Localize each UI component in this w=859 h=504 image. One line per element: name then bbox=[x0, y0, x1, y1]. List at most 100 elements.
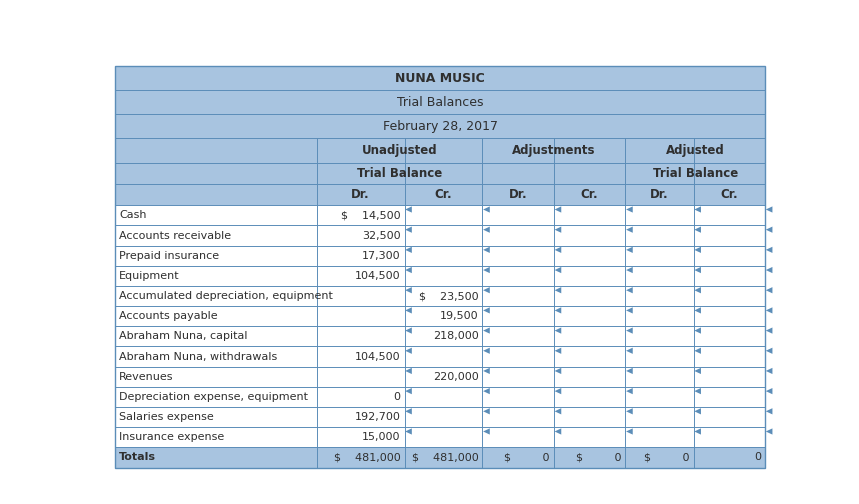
Text: Cr.: Cr. bbox=[721, 188, 738, 201]
Polygon shape bbox=[405, 408, 411, 414]
Text: Salaries expense: Salaries expense bbox=[119, 412, 214, 422]
Bar bbox=[115, 139, 765, 163]
Polygon shape bbox=[626, 207, 633, 213]
Text: Depreciation expense, equipment: Depreciation expense, equipment bbox=[119, 392, 308, 402]
Polygon shape bbox=[765, 247, 772, 253]
Text: 220,000: 220,000 bbox=[433, 372, 478, 382]
Text: Dr.: Dr. bbox=[650, 188, 669, 201]
Text: Dr.: Dr. bbox=[351, 188, 370, 201]
Text: Cr.: Cr. bbox=[581, 188, 599, 201]
Text: Adjustments: Adjustments bbox=[512, 144, 595, 157]
Text: Accumulated depreciation, equipment: Accumulated depreciation, equipment bbox=[119, 291, 333, 301]
Polygon shape bbox=[694, 207, 701, 213]
Polygon shape bbox=[626, 428, 633, 434]
Polygon shape bbox=[405, 287, 411, 293]
Polygon shape bbox=[694, 388, 701, 394]
Polygon shape bbox=[483, 388, 490, 394]
Polygon shape bbox=[483, 408, 490, 414]
Polygon shape bbox=[405, 428, 411, 434]
Polygon shape bbox=[626, 247, 633, 253]
Text: 17,300: 17,300 bbox=[362, 250, 400, 261]
Polygon shape bbox=[765, 368, 772, 374]
Polygon shape bbox=[765, 227, 772, 233]
Polygon shape bbox=[555, 428, 561, 434]
Bar bbox=[115, 90, 765, 114]
Text: Trial Balances: Trial Balances bbox=[397, 96, 484, 109]
Text: 192,700: 192,700 bbox=[355, 412, 400, 422]
Polygon shape bbox=[694, 227, 701, 233]
Text: Insurance expense: Insurance expense bbox=[119, 432, 224, 443]
Polygon shape bbox=[483, 348, 490, 354]
Polygon shape bbox=[405, 267, 411, 273]
Polygon shape bbox=[555, 348, 561, 354]
Text: 104,500: 104,500 bbox=[355, 271, 400, 281]
Polygon shape bbox=[626, 328, 633, 334]
Text: $         0: $ 0 bbox=[504, 453, 550, 463]
Polygon shape bbox=[694, 368, 701, 374]
Text: February 28, 2017: February 28, 2017 bbox=[383, 120, 497, 133]
Text: 19,500: 19,500 bbox=[440, 311, 478, 321]
Polygon shape bbox=[626, 388, 633, 394]
Polygon shape bbox=[405, 227, 411, 233]
Bar bbox=[115, 67, 765, 90]
Polygon shape bbox=[555, 408, 561, 414]
Text: 104,500: 104,500 bbox=[355, 352, 400, 361]
Bar bbox=[115, 114, 765, 139]
Text: Adjusted: Adjusted bbox=[666, 144, 725, 157]
Text: 218,000: 218,000 bbox=[433, 332, 478, 341]
Polygon shape bbox=[555, 287, 561, 293]
Polygon shape bbox=[483, 227, 490, 233]
Polygon shape bbox=[626, 348, 633, 354]
Bar bbox=[115, 205, 765, 225]
Polygon shape bbox=[483, 428, 490, 434]
Bar bbox=[115, 448, 765, 468]
Polygon shape bbox=[626, 287, 633, 293]
Polygon shape bbox=[555, 388, 561, 394]
Polygon shape bbox=[765, 307, 772, 313]
Bar bbox=[115, 407, 765, 427]
Text: $    23,500: $ 23,500 bbox=[419, 291, 478, 301]
Polygon shape bbox=[405, 307, 411, 313]
Text: 32,500: 32,500 bbox=[362, 230, 400, 240]
Polygon shape bbox=[694, 267, 701, 273]
Polygon shape bbox=[405, 247, 411, 253]
Polygon shape bbox=[694, 307, 701, 313]
Polygon shape bbox=[555, 368, 561, 374]
Polygon shape bbox=[555, 227, 561, 233]
Text: Equipment: Equipment bbox=[119, 271, 180, 281]
Bar bbox=[115, 306, 765, 326]
Text: Revenues: Revenues bbox=[119, 372, 174, 382]
Polygon shape bbox=[765, 267, 772, 273]
Polygon shape bbox=[694, 348, 701, 354]
Polygon shape bbox=[765, 408, 772, 414]
Polygon shape bbox=[405, 368, 411, 374]
Text: Trial Balance: Trial Balance bbox=[653, 167, 738, 180]
Bar bbox=[115, 387, 765, 407]
Polygon shape bbox=[765, 348, 772, 354]
Bar bbox=[115, 346, 765, 367]
Polygon shape bbox=[483, 287, 490, 293]
Bar bbox=[115, 326, 765, 346]
Text: 15,000: 15,000 bbox=[362, 432, 400, 443]
Text: $    14,500: $ 14,500 bbox=[341, 210, 400, 220]
Polygon shape bbox=[555, 267, 561, 273]
Text: $         0: $ 0 bbox=[576, 453, 621, 463]
Polygon shape bbox=[405, 207, 411, 213]
Polygon shape bbox=[694, 408, 701, 414]
Bar bbox=[115, 184, 765, 205]
Polygon shape bbox=[555, 207, 561, 213]
Polygon shape bbox=[555, 307, 561, 313]
Polygon shape bbox=[483, 247, 490, 253]
Polygon shape bbox=[483, 328, 490, 334]
Polygon shape bbox=[483, 368, 490, 374]
Text: $    481,000: $ 481,000 bbox=[411, 453, 478, 463]
Polygon shape bbox=[405, 328, 411, 334]
Bar bbox=[115, 245, 765, 266]
Text: Accounts payable: Accounts payable bbox=[119, 311, 218, 321]
Polygon shape bbox=[626, 408, 633, 414]
Polygon shape bbox=[555, 328, 561, 334]
Polygon shape bbox=[626, 267, 633, 273]
Polygon shape bbox=[405, 388, 411, 394]
Polygon shape bbox=[405, 348, 411, 354]
Polygon shape bbox=[626, 227, 633, 233]
